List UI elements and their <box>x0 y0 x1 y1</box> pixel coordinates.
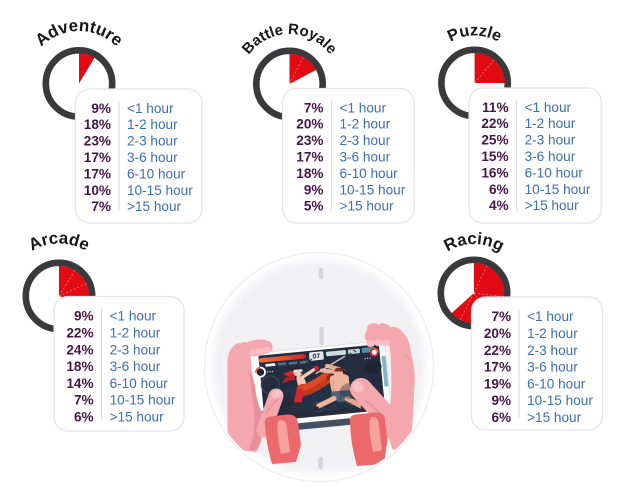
svg-text:10-15 hour: 10-15 hour <box>525 182 591 197</box>
svg-text:2-3 hour: 2-3 hour <box>527 343 578 358</box>
svg-text:17%: 17% <box>484 360 511 375</box>
svg-text:15%: 15% <box>481 149 508 164</box>
svg-text:2-3 hour: 2-3 hour <box>340 133 391 148</box>
svg-text:10-15 hour: 10-15 hour <box>340 182 406 197</box>
svg-text:22%: 22% <box>66 326 93 341</box>
svg-text:10%: 10% <box>84 183 111 198</box>
svg-text:10-15 hour: 10-15 hour <box>110 393 176 408</box>
svg-text:18%: 18% <box>296 166 323 181</box>
svg-text:<1 hour: <1 hour <box>527 309 574 324</box>
svg-text:20%: 20% <box>296 117 323 132</box>
svg-text:5%: 5% <box>304 199 324 214</box>
svg-text:1-2 hour: 1-2 hour <box>527 326 578 341</box>
svg-text:6-10 hour: 6-10 hour <box>525 165 584 180</box>
svg-text:10-15 hour: 10-15 hour <box>127 183 193 198</box>
svg-text:6-10 hour: 6-10 hour <box>527 376 586 391</box>
svg-text:<1 hour: <1 hour <box>127 101 174 116</box>
svg-text:>15 hour: >15 hour <box>110 410 165 425</box>
svg-text:1-2 hour: 1-2 hour <box>110 326 161 341</box>
svg-text:3-6 hour: 3-6 hour <box>340 150 391 165</box>
svg-text:1-2 hour: 1-2 hour <box>127 117 178 132</box>
svg-text:16%: 16% <box>481 165 508 180</box>
svg-text:17%: 17% <box>84 166 111 181</box>
svg-text:23%: 23% <box>296 133 323 148</box>
svg-text:3-6 hour: 3-6 hour <box>110 359 161 374</box>
svg-text:23%: 23% <box>84 134 111 149</box>
svg-text:7%: 7% <box>304 100 324 115</box>
svg-text:2-3 hour: 2-3 hour <box>127 134 178 149</box>
svg-text:6%: 6% <box>74 410 94 425</box>
svg-text:6%: 6% <box>489 182 509 197</box>
svg-text:<1 hour: <1 hour <box>525 100 572 115</box>
svg-text:3-6 hour: 3-6 hour <box>127 150 178 165</box>
svg-text:18%: 18% <box>84 117 111 132</box>
svg-text:>15 hour: >15 hour <box>525 198 580 213</box>
svg-text:9%: 9% <box>74 309 94 324</box>
svg-text:<1 hour: <1 hour <box>340 100 387 115</box>
svg-text:9%: 9% <box>491 393 511 408</box>
svg-text:7%: 7% <box>491 309 511 324</box>
svg-text:<1 hour: <1 hour <box>110 309 157 324</box>
svg-text:20%: 20% <box>484 326 511 341</box>
svg-text:7%: 7% <box>91 199 111 214</box>
svg-text:4%: 4% <box>489 198 509 213</box>
svg-text:18%: 18% <box>66 359 93 374</box>
svg-text:17%: 17% <box>84 150 111 165</box>
svg-text:3-6 hour: 3-6 hour <box>527 360 578 375</box>
svg-text:2-3 hour: 2-3 hour <box>525 133 576 148</box>
svg-text:17%: 17% <box>296 150 323 165</box>
svg-text:9%: 9% <box>304 182 324 197</box>
svg-text:2-3 hour: 2-3 hour <box>110 342 161 357</box>
svg-text:6-10 hour: 6-10 hour <box>127 166 186 181</box>
svg-text:07: 07 <box>312 353 320 361</box>
svg-text:3-6 hour: 3-6 hour <box>525 149 576 164</box>
svg-text:22%: 22% <box>481 116 508 131</box>
svg-text:9%: 9% <box>91 101 111 116</box>
svg-text:>15 hour: >15 hour <box>527 410 582 425</box>
svg-text:25%: 25% <box>481 133 508 148</box>
svg-text:Puzzle: Puzzle <box>445 21 505 45</box>
svg-text:11%: 11% <box>482 100 508 115</box>
svg-text:1-2 hour: 1-2 hour <box>340 117 391 132</box>
svg-text:14%: 14% <box>66 376 93 391</box>
svg-text:1-2 hour: 1-2 hour <box>525 116 576 131</box>
svg-text:>15 hour: >15 hour <box>340 199 395 214</box>
svg-text:7%: 7% <box>74 393 94 408</box>
svg-text:24%: 24% <box>66 342 93 357</box>
svg-text:10-15 hour: 10-15 hour <box>527 393 593 408</box>
svg-text:>15 hour: >15 hour <box>127 199 182 214</box>
svg-text:6-10 hour: 6-10 hour <box>110 376 169 391</box>
svg-text:19%: 19% <box>484 376 511 391</box>
svg-text:22%: 22% <box>484 343 511 358</box>
svg-text:6%: 6% <box>491 410 511 425</box>
svg-text:6-10 hour: 6-10 hour <box>340 166 399 181</box>
